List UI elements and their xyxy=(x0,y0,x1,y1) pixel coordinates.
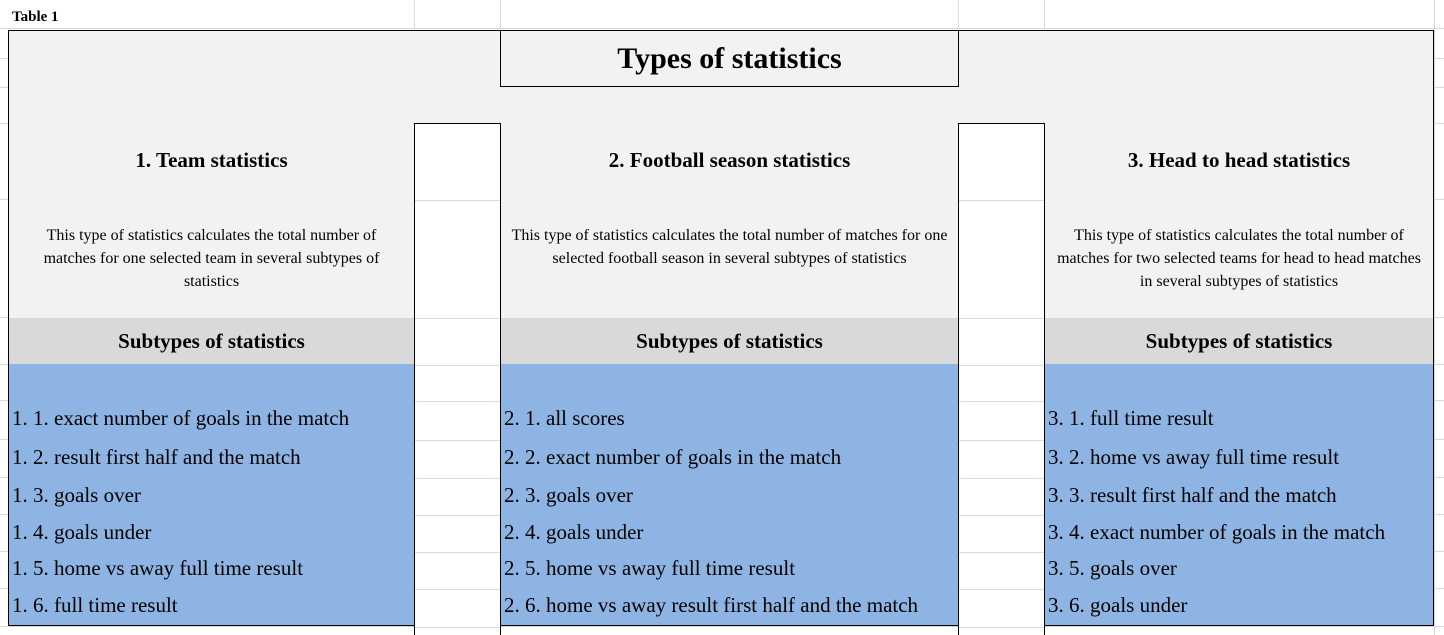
column-description: This type of statistics calculates the t… xyxy=(511,227,948,267)
column-description: This type of statistics calculates the t… xyxy=(43,227,380,290)
table-label: Table 1 xyxy=(12,9,59,25)
list-item: 2. 1. all scores xyxy=(504,406,625,430)
list-item: 1. 1. exact number of goals in the match xyxy=(12,406,350,430)
list-item: 3. 5. goals over xyxy=(1048,556,1177,580)
list-item: 1. 3. goals over xyxy=(12,483,141,507)
list-item: 2. 3. goals over xyxy=(504,483,633,507)
list-item: 1. 6. full time result xyxy=(12,593,178,617)
column-panel xyxy=(1045,124,1433,318)
gap-column-1 xyxy=(414,123,501,635)
list-item: 3. 2. home vs away full time result xyxy=(1048,445,1340,469)
gap-column-2 xyxy=(958,123,1045,635)
subtypes-list: 3. 1. full time result 3. 2. home vs awa… xyxy=(1045,364,1433,625)
list-item: 3. 6. goals under xyxy=(1048,593,1188,617)
column-heading: 1. Team statistics xyxy=(135,148,288,172)
list-item: 2. 4. goals under xyxy=(504,520,644,544)
subtypes-header: Subtypes of statistics xyxy=(501,318,958,364)
list-item: 3. 3. result first half and the match xyxy=(1048,483,1337,507)
list-item: 1. 2. result first half and the match xyxy=(12,445,301,469)
column-heading: 3. Head to head statistics xyxy=(1127,148,1351,172)
subtypes-list: 1. 1. exact number of goals in the match… xyxy=(9,364,414,625)
subtypes-header: Subtypes of statistics xyxy=(1045,318,1433,364)
subtypes-header: Subtypes of statistics xyxy=(9,318,414,364)
list-item: 2. 2. exact number of goals in the match xyxy=(504,445,842,469)
column-heading: 2. Football season statistics xyxy=(608,148,851,172)
list-item: 1. 4. goals under xyxy=(12,520,152,544)
list-item: 3. 1. full time result xyxy=(1048,406,1214,430)
team-statistics-column: 1. Team statistics This type of statisti… xyxy=(8,124,415,626)
list-item: 2. 6. home vs away result first half and… xyxy=(504,593,919,617)
column-description: This type of statistics calculates the t… xyxy=(1057,227,1421,290)
column-panel xyxy=(501,124,958,318)
list-item: 2. 5. home vs away full time result xyxy=(504,556,796,580)
list-item: 3. 4. exact number of goals in the match xyxy=(1048,520,1386,544)
head-to-head-statistics-column: 3. Head to head statistics This type of … xyxy=(1044,124,1434,626)
table-title: Types of statistics xyxy=(500,30,959,87)
football-season-statistics-column: 2. Football season statistics This type … xyxy=(500,124,959,626)
column-panel xyxy=(9,124,414,318)
list-item: 1. 5. home vs away full time result xyxy=(12,556,304,580)
subtypes-list: 2. 1. all scores 2. 2. exact number of g… xyxy=(501,364,958,625)
